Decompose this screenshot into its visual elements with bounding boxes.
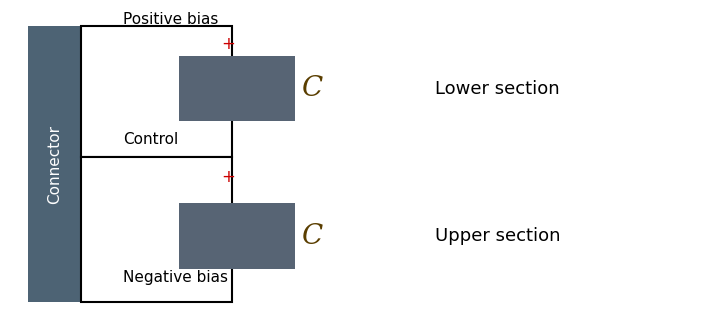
FancyBboxPatch shape (179, 56, 295, 121)
Text: Control: Control (123, 132, 178, 147)
Text: C: C (302, 75, 323, 102)
Text: C: C (302, 223, 323, 250)
Text: +: + (221, 168, 235, 186)
FancyBboxPatch shape (179, 203, 295, 269)
Text: Upper section: Upper section (435, 227, 561, 245)
FancyBboxPatch shape (81, 26, 232, 157)
Text: +: + (221, 35, 235, 53)
FancyBboxPatch shape (28, 26, 81, 302)
Text: Lower section: Lower section (435, 80, 560, 97)
Text: Negative bias: Negative bias (123, 270, 228, 285)
Text: Connector: Connector (47, 125, 62, 203)
FancyBboxPatch shape (81, 157, 232, 302)
Text: Positive bias: Positive bias (123, 12, 218, 27)
